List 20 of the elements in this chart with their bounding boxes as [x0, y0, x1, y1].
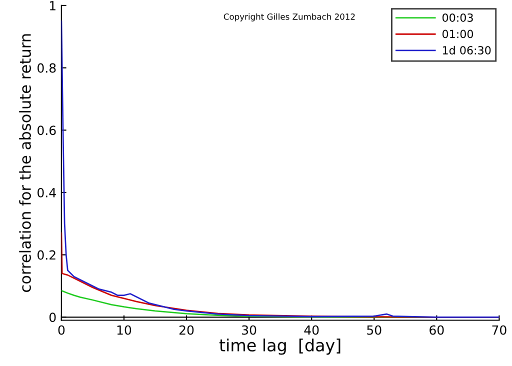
x-axis-title: time lag [day] [219, 338, 340, 355]
legend-label: 01:00 [442, 30, 474, 38]
legend-label: 00:03 [442, 13, 473, 22]
x-tick-label: 10 [117, 325, 132, 335]
x-tick-label: 40 [304, 325, 319, 335]
x-tick-label: 50 [367, 325, 382, 335]
y-tick-label: 0.2 [38, 250, 56, 260]
annotation: Copyright Gilles Zumbach 2012 [224, 13, 355, 22]
y-tick-label: 0.4 [38, 188, 56, 198]
x-tick-label: 20 [179, 325, 194, 335]
y-tick-label: 0.8 [38, 63, 56, 73]
legend-label: 1d 06:30 [442, 46, 491, 54]
y-axis-title: correlation for the absolute return [19, 34, 31, 292]
y-tick-label: 1 [50, 1, 56, 10]
x-tick-label: 70 [492, 325, 506, 335]
y-tick-label: 0.6 [38, 126, 56, 136]
y-tick-label: 0 [49, 312, 56, 322]
x-tick-label: 60 [430, 325, 444, 335]
x-tick-label: 0 [58, 325, 65, 335]
x-tick-label: 30 [242, 325, 256, 335]
